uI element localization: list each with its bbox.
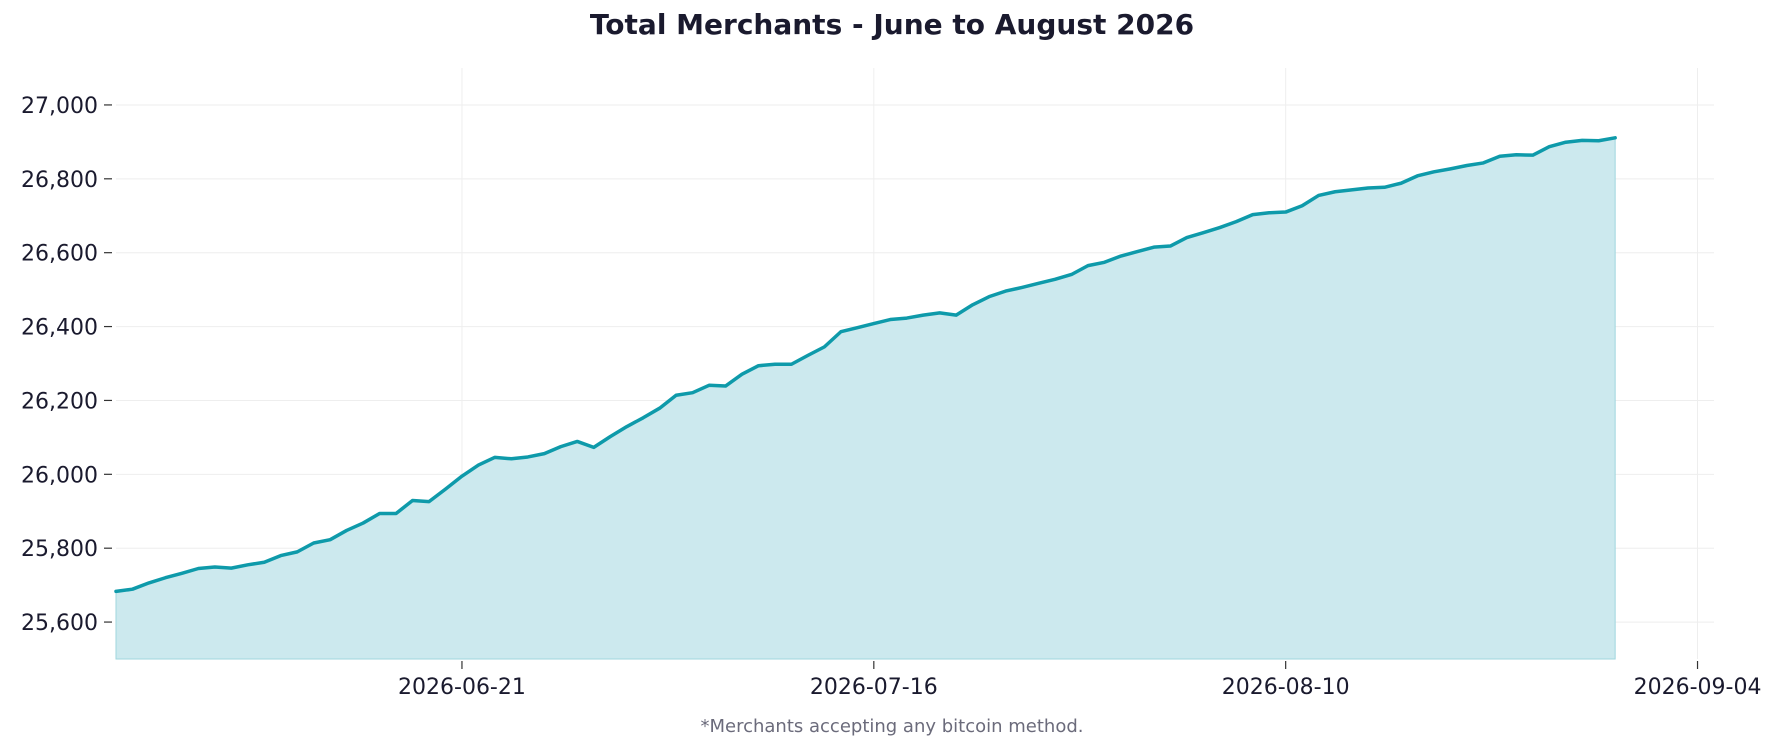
series-line: [114, 136, 1617, 594]
x-tick-label: 2026-06-21: [398, 675, 526, 700]
y-tick-label: 26,800: [21, 168, 98, 193]
y-tick-label: 25,800: [21, 537, 98, 562]
chart-footnote: *Merchants accepting any bitcoin method.: [700, 716, 1084, 737]
x-tick-label: 2026-08-10: [1222, 675, 1350, 700]
series-area: [115, 137, 1616, 660]
x-axis: 2026-06-21 2026-07-16 2026-08-10 2026-09-04: [398, 661, 1761, 700]
y-axis: 25,600 25,800 26,000 26,200 26,400 26,600 26,8…: [21, 94, 112, 636]
y-tick-label: 26,600: [21, 242, 98, 267]
x-tick-label: 2026-09-04: [1634, 675, 1762, 700]
y-tick-label: 26,200: [21, 389, 98, 414]
x-tick-label: 2026-07-16: [810, 675, 938, 700]
chart-title: Total Merchants - June to August 2026: [589, 8, 1195, 41]
y-tick-label: 26,400: [21, 316, 98, 341]
y-tick-label: 26,000: [21, 463, 98, 488]
y-tick-label: 25,600: [21, 611, 98, 636]
y-tick-label: 27,000: [21, 94, 98, 119]
